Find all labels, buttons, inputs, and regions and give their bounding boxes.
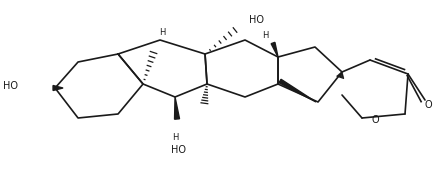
Polygon shape (271, 42, 278, 57)
Text: HO: HO (171, 145, 185, 155)
Text: H: H (159, 28, 165, 37)
Text: H: H (172, 133, 178, 142)
Polygon shape (53, 86, 63, 90)
Polygon shape (279, 79, 316, 102)
Text: O: O (371, 115, 379, 125)
Text: HO: HO (249, 15, 264, 25)
Text: O: O (424, 100, 432, 110)
Text: H: H (262, 30, 268, 39)
Polygon shape (174, 97, 180, 119)
Text: HO: HO (3, 81, 18, 91)
